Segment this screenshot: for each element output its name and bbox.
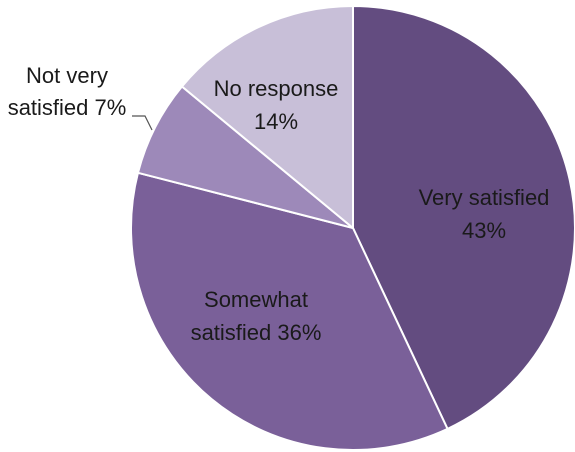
slice-label-line: Somewhat [204,287,308,312]
pie-slice-no-response [180,4,354,231]
pie-slice-very-satisfied [352,4,575,431]
slice-label-no-response: No response 14% [214,76,339,134]
slice-label-not-very-satisfied: Not very satisfied 7% [8,63,127,120]
slice-label-somewhat-satisfied: Somewhat satisfied 36% [191,287,322,345]
slices-layer [130,4,575,451]
leader-lines-layer [132,115,153,131]
pie-slice-somewhat-satisfied [130,171,449,451]
slice-label-line: 43% [462,218,506,243]
slice-label-line: No response [214,76,339,101]
slice-label-line: Not very [26,63,108,88]
slice-label-very-satisfied: Very satisfied 43% [419,185,550,243]
leader-line-not-very-satisfied [132,115,153,131]
slice-label-line: satisfied 7% [8,95,127,120]
slice-label-line: Very satisfied [419,185,550,210]
labels-layer: Very satisfied 43% Somewhat satisfied 36% No… [8,63,550,345]
slice-label-line: satisfied 36% [191,320,322,345]
slice-label-line: 14% [254,109,298,134]
